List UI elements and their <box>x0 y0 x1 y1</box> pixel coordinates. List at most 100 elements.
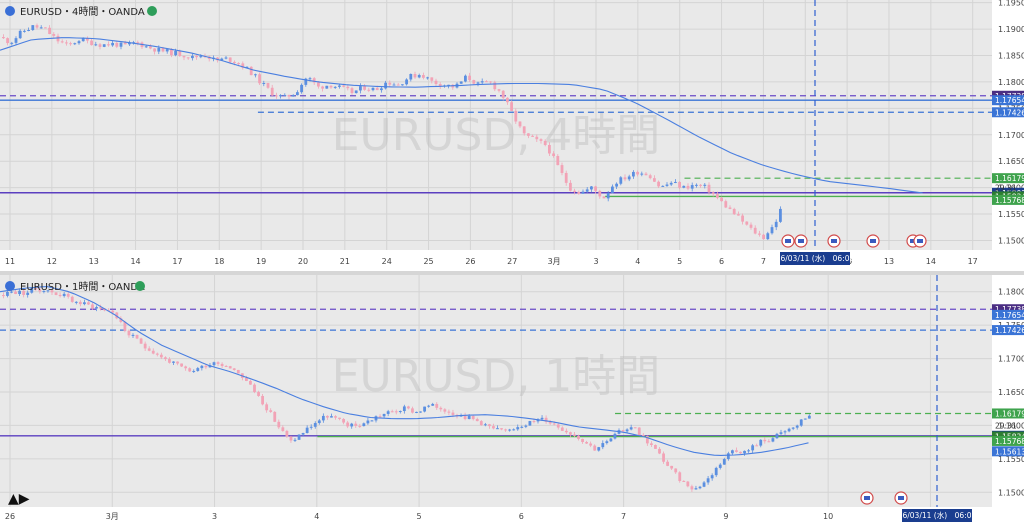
candle-body <box>333 86 337 88</box>
candle-body <box>636 171 639 175</box>
candle-body <box>678 181 681 188</box>
candle-body <box>186 57 190 59</box>
y-tick-label: 1.16500 <box>998 157 1024 166</box>
candle-body <box>266 82 270 88</box>
plot-area[interactable] <box>0 275 992 507</box>
candle-body <box>275 95 278 97</box>
event-flag-icon-mark <box>917 239 923 243</box>
x-tick-label: 26 <box>465 257 475 266</box>
x-tick-label: 3月 <box>548 257 561 266</box>
market-open-icon <box>147 6 157 16</box>
candle-body <box>413 74 417 78</box>
candle-body <box>254 74 257 76</box>
candle-body <box>422 75 425 78</box>
candle-body <box>334 416 337 418</box>
candle-body <box>390 411 394 413</box>
candle-body <box>180 363 183 367</box>
symbol-label[interactable]: EURUSD・1時間・OANDA <box>20 281 145 293</box>
candle-body <box>309 426 313 428</box>
candle-body <box>609 438 613 442</box>
y-tick-label: 1.17000 <box>998 131 1024 140</box>
candle-body <box>598 190 602 197</box>
x-tick-label: 9 <box>723 512 728 521</box>
candle-body <box>560 165 564 173</box>
plot-area[interactable] <box>0 0 992 250</box>
candle-body <box>354 423 358 426</box>
candle-body <box>510 102 513 111</box>
price-label: 1.17654 <box>995 96 1024 105</box>
candle-body <box>168 359 171 363</box>
candle-body <box>367 89 371 91</box>
candle-body <box>172 361 175 363</box>
chart-1h-svg[interactable]: 1.180001.175001.170001.165001.160001.155… <box>0 275 1024 523</box>
candle-body <box>625 429 629 432</box>
candle-body <box>682 185 686 188</box>
x-tick-label: 12 <box>47 257 57 266</box>
chart-panel-1h[interactable]: 1.180001.175001.170001.165001.160001.155… <box>0 275 1024 523</box>
candle-body <box>467 415 471 420</box>
candle-body <box>459 81 463 84</box>
candle-body <box>107 44 110 46</box>
price-label-box <box>992 95 1024 106</box>
candle-body <box>38 289 42 292</box>
watermark: EURUSD, 4時間 <box>332 110 661 161</box>
candle-body <box>516 427 520 430</box>
candle-body <box>289 436 293 441</box>
candle-body <box>81 38 85 42</box>
x-tick-label: 21 <box>340 257 350 266</box>
candle-body <box>787 428 791 432</box>
candle-body <box>297 434 301 440</box>
candle-body <box>10 291 13 293</box>
candle-body <box>766 233 770 240</box>
candle-body <box>164 357 167 360</box>
candle-body <box>779 208 782 222</box>
candle-body <box>633 427 637 429</box>
candle-body <box>273 411 277 422</box>
candle-body <box>317 420 321 424</box>
candle-body <box>775 433 779 439</box>
symbol-label[interactable]: EURUSD・4時間・OANDA <box>20 6 145 18</box>
candle-body <box>127 330 131 336</box>
candle-body <box>492 426 495 429</box>
candle-body <box>791 427 795 429</box>
panel-divider[interactable] <box>0 271 1024 275</box>
candle-body <box>253 384 256 393</box>
candle-body <box>594 186 597 191</box>
candle-body <box>42 290 46 292</box>
candle-body <box>771 438 775 442</box>
chart-4h-svg[interactable]: 1.195001.190001.185001.180001.175001.170… <box>0 0 1024 271</box>
x-tick-label: 26 <box>5 512 15 521</box>
candle-body <box>296 92 299 96</box>
chart-panel-4h[interactable]: 1.195001.190001.185001.180001.175001.170… <box>0 0 1024 271</box>
candle-body <box>613 433 617 439</box>
symbol-flag-icon <box>5 281 15 291</box>
candle-body <box>220 363 224 367</box>
candle-body <box>508 429 512 431</box>
candle-body <box>745 221 749 225</box>
candle-body <box>249 66 253 76</box>
time-axis[interactable] <box>0 507 992 523</box>
event-flag-icon-mark <box>785 239 791 243</box>
candle-body <box>632 171 635 177</box>
candle-body <box>423 406 426 412</box>
x-tick-label: 4 <box>635 257 640 266</box>
price-label-box <box>992 408 1024 419</box>
candle-body <box>69 43 72 45</box>
candle-body <box>285 430 289 437</box>
candle-body <box>755 445 759 447</box>
price-axis[interactable] <box>992 0 1024 271</box>
candle-body <box>321 415 325 421</box>
x-tick-label: 10 <box>823 512 833 521</box>
price-label: 1.17654 <box>995 311 1024 320</box>
candle-body <box>236 369 240 374</box>
candle-body <box>56 35 60 42</box>
candle-body <box>522 126 526 134</box>
candle-body <box>281 427 285 431</box>
x-tick-label: 17 <box>172 257 182 266</box>
candle-body <box>686 481 690 487</box>
candle-body <box>346 86 350 89</box>
candle-body <box>605 441 609 444</box>
candle-body <box>767 441 771 443</box>
time-axis[interactable] <box>0 250 992 271</box>
x-tick-label: 17 <box>968 257 978 266</box>
